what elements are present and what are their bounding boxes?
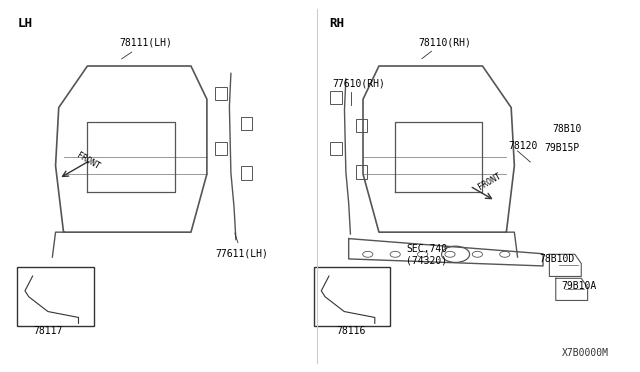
Text: 78B10: 78B10 bbox=[552, 125, 582, 134]
Bar bbox=[17, 267, 94, 326]
Bar bbox=[241, 166, 252, 180]
Bar bbox=[330, 142, 342, 155]
Bar bbox=[216, 87, 227, 100]
Text: 77610(RH): 77610(RH) bbox=[333, 78, 386, 88]
Text: LH: LH bbox=[17, 17, 32, 30]
Text: X7B0000M: X7B0000M bbox=[562, 348, 609, 358]
Text: 78116: 78116 bbox=[336, 326, 365, 336]
Text: SEC.740
(74320): SEC.740 (74320) bbox=[406, 244, 447, 266]
Text: 78B10D: 78B10D bbox=[540, 254, 575, 264]
Text: 79B15P: 79B15P bbox=[544, 143, 580, 153]
Text: 78120: 78120 bbox=[508, 141, 538, 151]
Text: RH: RH bbox=[330, 17, 344, 30]
Bar bbox=[356, 165, 367, 179]
Text: 78117: 78117 bbox=[33, 326, 63, 336]
Text: 78111(LH): 78111(LH) bbox=[119, 38, 172, 59]
Bar bbox=[330, 91, 342, 104]
Text: FRONT: FRONT bbox=[75, 151, 101, 171]
Text: 77611(LH): 77611(LH) bbox=[215, 233, 268, 258]
Text: 79B10A: 79B10A bbox=[561, 281, 596, 291]
Bar bbox=[216, 141, 227, 155]
Text: FRONT: FRONT bbox=[476, 171, 502, 192]
Text: 78110(RH): 78110(RH) bbox=[419, 38, 472, 48]
Bar bbox=[356, 119, 367, 132]
Bar bbox=[314, 267, 390, 326]
Bar bbox=[241, 116, 252, 130]
